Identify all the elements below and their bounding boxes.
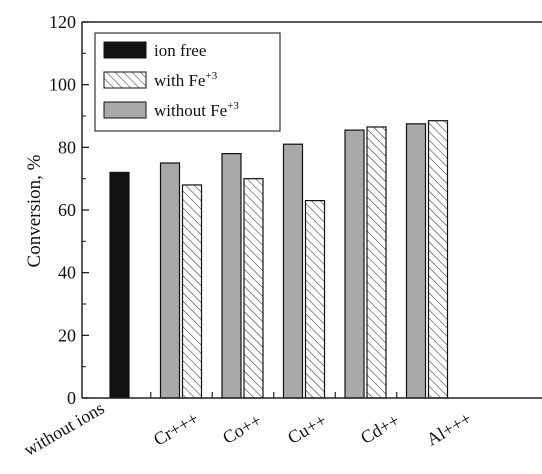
y-tick-label: 100: [49, 75, 76, 95]
legend-label-without-fe: without Fe+3: [154, 100, 239, 120]
x-tick-label: Cr+++: [150, 408, 202, 450]
bar-with-fe-3: [243, 178, 264, 399]
legend: ion free with Fe+3 without Fe+3: [94, 32, 281, 132]
y-tick-label: 40: [58, 263, 76, 283]
bar-with-fe-3: [304, 200, 326, 399]
bar-without-fe-3: [344, 129, 365, 399]
bar-without-fe-3: [282, 143, 304, 399]
y-tick-label: 120: [49, 12, 76, 32]
legend-swatch-with-fe: [103, 71, 147, 89]
x-tick-label: Co++: [219, 410, 265, 448]
x-tick-label: Al+++: [423, 408, 475, 450]
bars-group: [109, 120, 449, 399]
legend-label-ion-free: ion free: [154, 41, 206, 60]
bar-without-fe-3: [159, 162, 181, 399]
x-tick-label: without ions: [20, 398, 108, 460]
bar-with-fe-3: [181, 184, 203, 399]
bar-with-fe-3: [427, 120, 449, 399]
legend-swatch-ion-free: [103, 41, 147, 59]
bar-ion-free: [109, 171, 130, 399]
y-tick-label: 80: [58, 137, 76, 157]
legend-label-with-fe: with Fe+3: [154, 70, 218, 90]
bar-without-fe-3: [221, 153, 242, 399]
y-tick-label: 60: [58, 200, 76, 220]
bar-with-fe-3: [366, 126, 387, 399]
y-tick-label: 20: [58, 325, 76, 345]
legend-swatch-without-fe: [103, 101, 147, 119]
x-tick-label: Cu++: [284, 410, 330, 448]
y-tick-label: 0: [67, 388, 76, 408]
y-axis-title: Conversion, %: [24, 154, 45, 267]
x-tick-label: Cd++: [357, 410, 403, 448]
bar-without-fe-3: [405, 123, 427, 399]
